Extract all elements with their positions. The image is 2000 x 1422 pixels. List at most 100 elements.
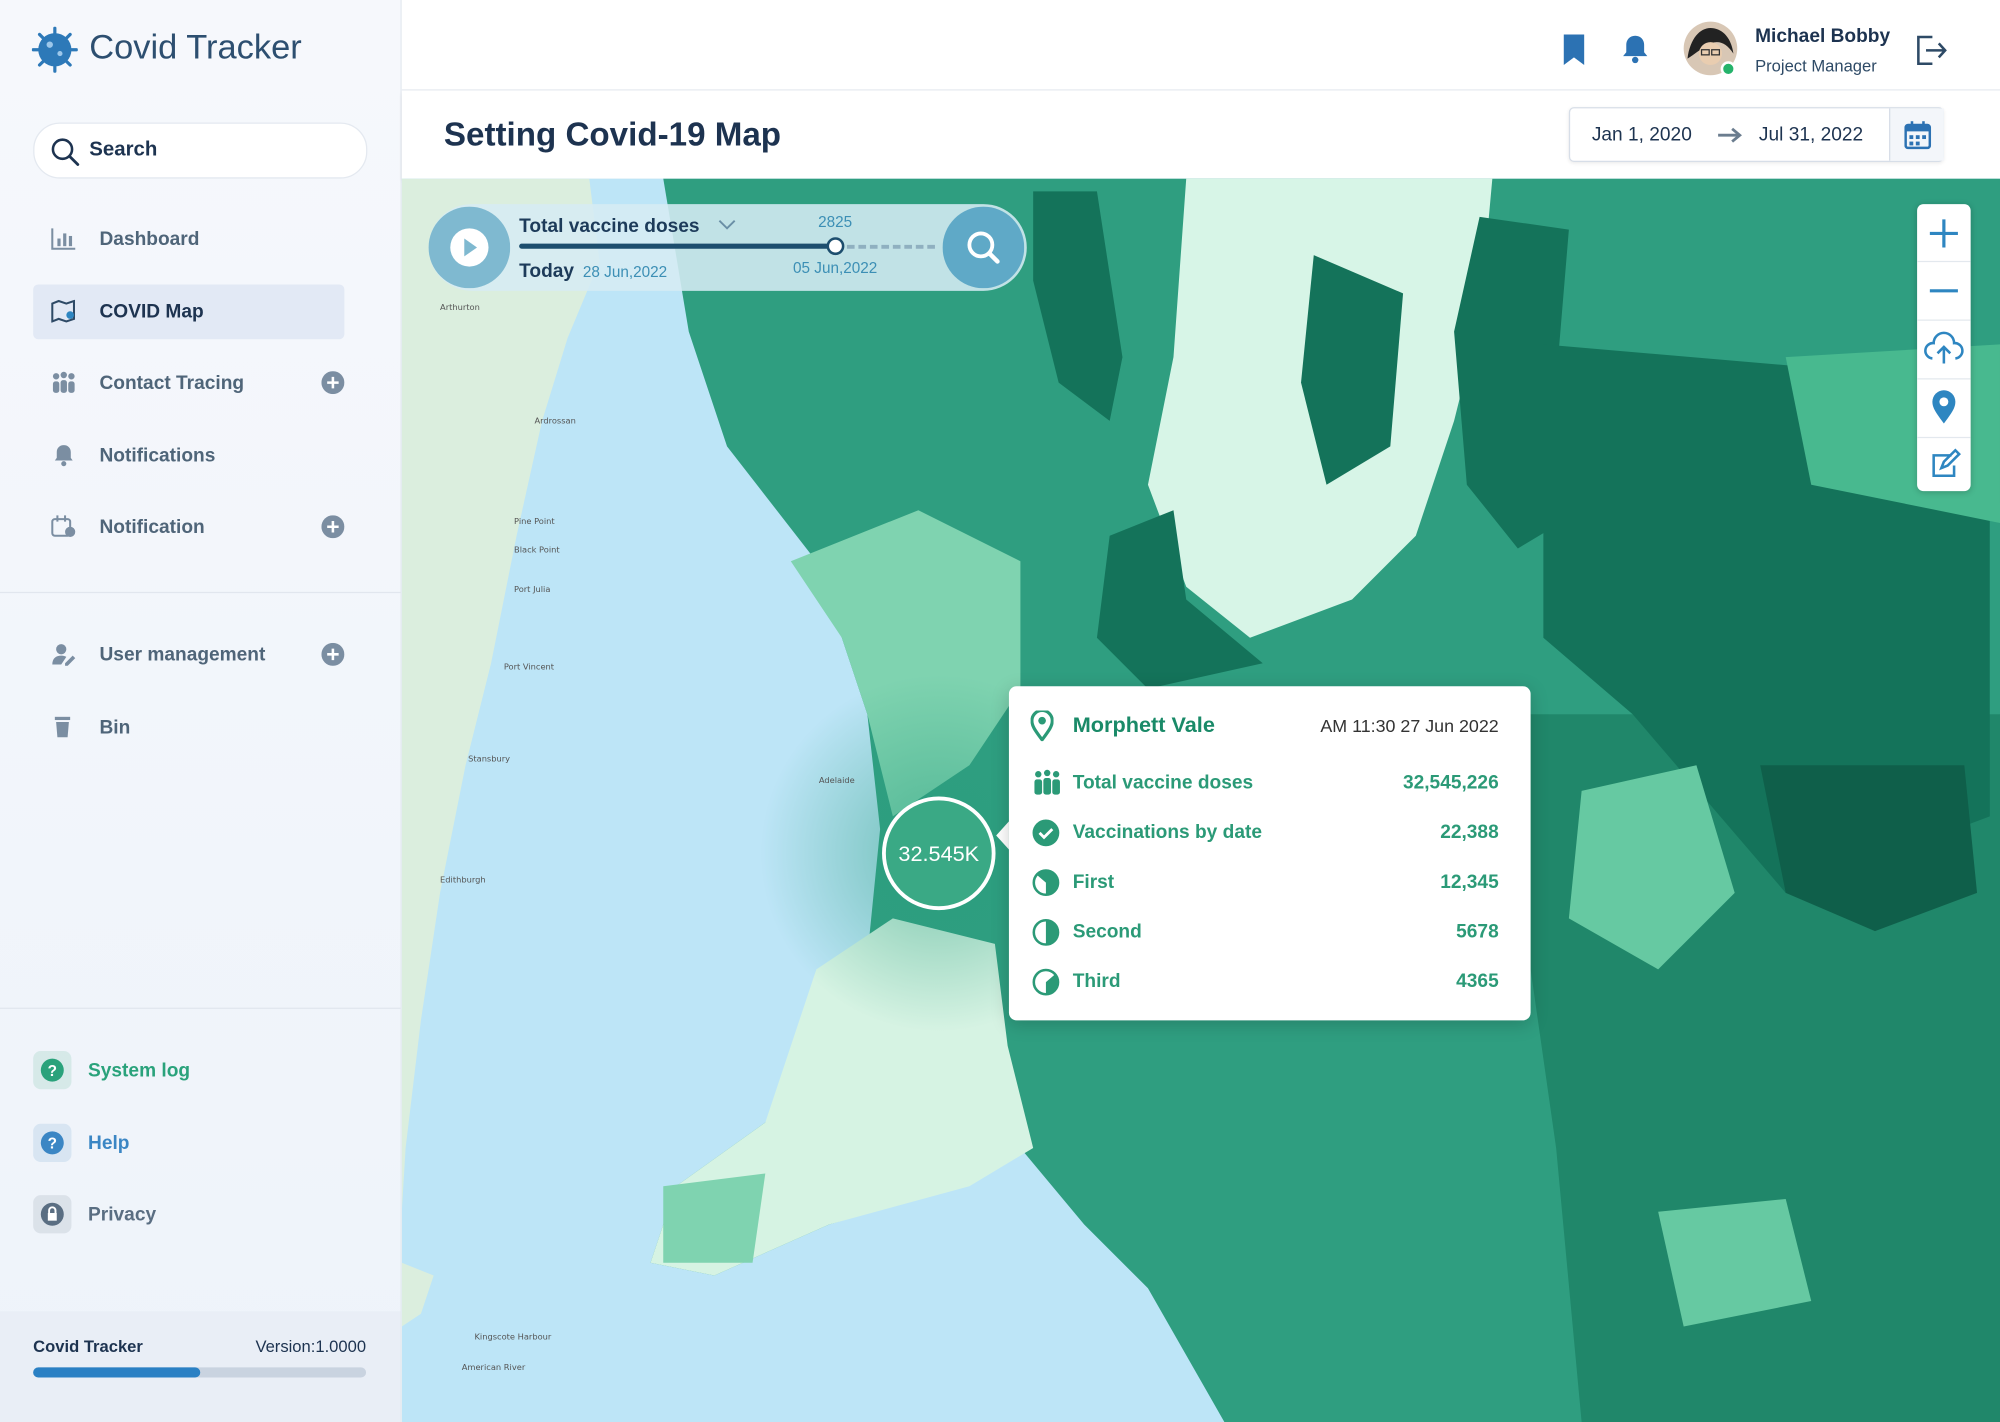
map-label: Adelaide [819,775,855,785]
nav-icon [52,644,76,666]
nav-icon [51,515,77,545]
support-item[interactable]: Privacy [33,1195,339,1234]
slider-track[interactable]: 2825 05 Jun,2022 [519,213,935,277]
slider-knob[interactable] [826,237,845,256]
support-item[interactable]: ? System log [33,1051,339,1090]
nav-icon [51,299,77,328]
nav-icon [60,372,67,379]
add-button [321,515,345,545]
upload[interactable] [1924,331,1964,364]
map[interactable]: Arthurton Ardrossan Pine Point Black Poi… [401,178,2000,1422]
row-value: 4365 [1456,970,1499,993]
today-label: Today [519,260,575,282]
add-button [321,642,345,666]
nav-item[interactable]: User management [33,628,345,683]
nav-item[interactable]: Contact Tracing [33,356,345,411]
map-label: Port Julia [514,584,550,594]
row-value: 12,345 [1440,871,1499,893]
popup-row: Vaccinations by date 22,388 [1009,819,1531,847]
nav-label: Contact Tracing [99,372,245,395]
land-darkest [1096,510,1263,689]
map-toolbar [1917,204,1971,492]
map-label: Port Vincent [504,662,555,672]
popup-row: Second 5678 [1009,918,1531,946]
nav-icon [52,373,60,380]
toolbar-icons [1917,204,1971,478]
row-icon [1052,771,1060,778]
logout-button[interactable] [1915,34,1948,67]
metric-label[interactable]: Total vaccine doses [519,215,700,238]
support-glyph: ? [48,1135,57,1152]
bell-button[interactable] [1621,33,1649,64]
date-range[interactable]: Jan 1, 2020 Jul 31, 2022 [1568,107,1944,162]
support-glyph [48,1206,57,1214]
metric-dropdown[interactable] [718,219,736,230]
land-light [1658,1198,1812,1327]
add-button [327,377,339,389]
calendar-button[interactable] [1889,108,1944,161]
row-label: Third [1072,970,1121,993]
nav-label: Bin [99,716,131,738]
support-icon: ? [33,1051,72,1090]
nav-icon [52,381,60,394]
support-glyph [40,1130,64,1154]
row-value: 5678 [1456,920,1499,943]
support-item[interactable]: ? Help [33,1123,339,1162]
header: Michael Bobby Project Manager [401,0,2000,91]
play-button[interactable] [428,206,511,289]
add-button [321,515,345,539]
nav-item[interactable]: Bin [33,700,344,755]
add-button [327,648,339,661]
slider-date: 05 Jun,2022 [793,258,878,277]
progress-track [33,1367,367,1378]
locate[interactable] [1932,390,1956,424]
search-box[interactable]: Search [33,122,368,179]
row-icon [1032,769,1063,803]
map-label: Arthurton [440,302,480,312]
row-icon [1032,819,1060,847]
nav-icon [68,373,75,380]
progress-fill [33,1367,200,1378]
land-light [1568,765,1735,970]
nav-icon [65,655,76,666]
map-marker[interactable] [882,796,996,911]
nav-icon [51,228,76,250]
nav-item[interactable]: Notifications [33,428,344,483]
nav-icon [56,721,69,737]
footer-version: Version:1.0000 [255,1336,367,1356]
pin-icon [1030,710,1054,742]
support-label: Help [88,1132,130,1154]
title-bar: Setting Covid-19 Map Jan 1, 2020 Jul 31,… [401,90,2000,179]
nav-icon [61,460,67,466]
zoom-out[interactable] [1917,261,1971,320]
nav-label: Notification [99,517,205,539]
zoom-in[interactable] [1917,204,1971,261]
user-role: Project Manager [1755,56,1877,76]
nav-icon [51,299,75,323]
map-label: Kingscote Harbour [474,1331,551,1341]
nav-icon [52,372,75,394]
nav-item[interactable]: COVID Map [33,283,345,339]
support-icon [33,1195,72,1234]
row-icon [1032,919,1060,946]
map-label: Edithburgh [440,875,486,885]
row-icon [1034,769,1060,795]
nav-icon [52,655,67,665]
row-icon [1032,968,1060,996]
nav-icon [54,444,73,461]
support-icon: ? [33,1123,72,1162]
search-icon [51,138,80,166]
row-icon [1032,819,1060,847]
nav-icon [68,381,75,394]
nav-item[interactable]: Notification [33,500,345,555]
nav-icon [51,444,77,473]
land-darkest [1760,765,1978,932]
nav-icon [66,310,74,319]
bookmark-button[interactable] [1561,33,1587,66]
user-avatar[interactable] [1682,20,1741,79]
edit[interactable] [1932,448,1961,478]
row-icon [1052,779,1060,795]
nav-item[interactable]: Dashboard [33,212,344,267]
search-map-button[interactable] [942,206,1025,289]
nav-icon [56,644,67,655]
